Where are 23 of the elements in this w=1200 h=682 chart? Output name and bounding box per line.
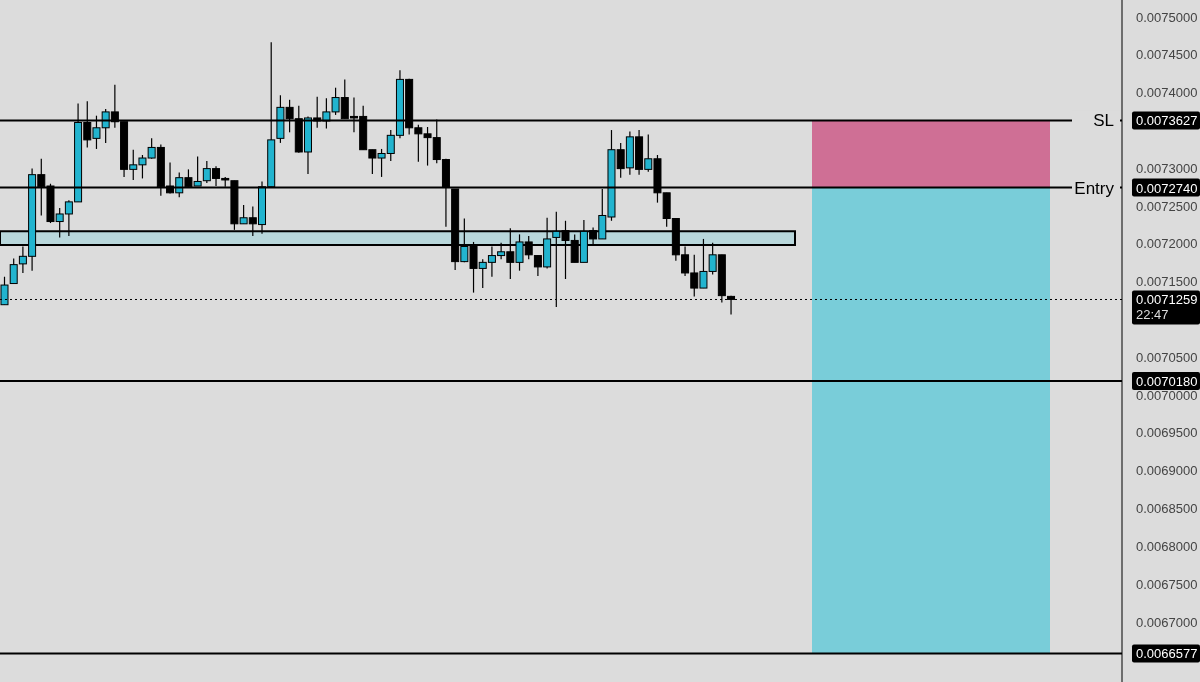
y-tick-label: 0.0073627 [1136,113,1198,129]
y-tick-label: 0.0066577 [1136,646,1198,662]
y-tick-label: 0.0073000 [1136,160,1198,176]
y-tick-label: 0.0069500 [1136,425,1198,441]
y-tick-label: 0.0070000 [1136,387,1198,403]
y-tick-label: 0.0074500 [1136,47,1198,63]
y-tick-label: 0.0068000 [1136,538,1198,554]
y-tick-label: 0.0070180 [1136,374,1198,390]
y-tick-label: 0.0072740 [1136,180,1198,196]
y-tick-label: 0.0070500 [1136,349,1198,365]
ref-line-label: SL [1093,111,1114,131]
text: 22:47 [1136,307,1169,323]
y-tick-label: 0.0072000 [1136,236,1198,252]
y-tick-label: 0.0075000 [1136,9,1198,25]
y-tick-label: 0.0067500 [1136,576,1198,592]
y-tick-label: 0.0067000 [1136,614,1198,630]
y-tick-label: 0.0072500 [1136,198,1198,214]
y-tick-label: 0.0069000 [1136,463,1198,479]
y-tick-label: 0.0071259 [1136,292,1198,308]
ref-line-label: Entry [1074,178,1115,198]
y-tick-label: 0.0074000 [1136,85,1198,101]
y-tick-label: 0.0071500 [1136,274,1198,290]
y-tick-label: 0.0068500 [1136,501,1198,517]
